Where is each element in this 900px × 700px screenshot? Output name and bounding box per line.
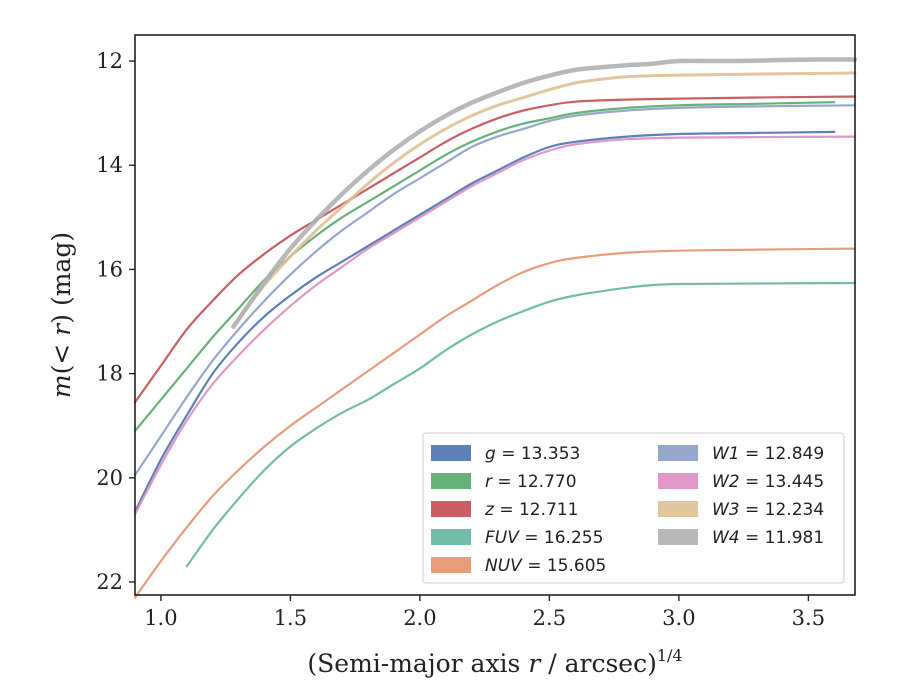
legend-label-w2: W2 = 13.445 <box>712 472 824 492</box>
legend-swatch-w3 <box>658 501 698 517</box>
legend-label-r: r = 12.770 <box>485 472 577 492</box>
series-line-w2 <box>133 135 857 516</box>
y-tick-label: 20 <box>96 466 123 490</box>
x-axis-title: (Semi-major axis r / arcsec)1/4 <box>307 646 682 678</box>
series-line-nuv <box>133 247 857 599</box>
legend-swatch-w4 <box>658 529 698 545</box>
y-tick-label: 16 <box>96 257 123 281</box>
legend-box <box>422 432 845 584</box>
legend-label-z: z = 12.711 <box>484 500 578 520</box>
legend-label-w3: W3 = 12.234 <box>712 500 824 520</box>
series-line-g <box>133 130 836 513</box>
legend-swatch-w2 <box>658 473 698 489</box>
curves-layer <box>133 57 858 599</box>
legend-label-w4: W4 = 11.981 <box>712 528 824 548</box>
legend-label-fuv: FUV = 16.255 <box>485 528 603 548</box>
legend-label-w1: W1 = 12.849 <box>712 444 824 464</box>
y-axis-title: m(< r) (mag) <box>47 232 76 398</box>
legend-label-nuv: NUV = 15.605 <box>485 556 606 576</box>
legend-swatch-r <box>431 473 471 489</box>
y-axis: 12 14 16 18 20 22 <box>96 49 135 594</box>
legend-swatch-fuv <box>431 529 471 545</box>
y-tick-label: 12 <box>96 49 123 73</box>
series-line-w3 <box>237 71 857 321</box>
y-tick-label: 22 <box>96 570 123 594</box>
series-line-r <box>133 101 836 432</box>
legend-swatch-nuv <box>431 557 471 573</box>
x-tick-label: 3.0 <box>662 606 695 630</box>
legend-swatch-g <box>431 445 471 461</box>
x-tick-label: 3.5 <box>792 606 825 630</box>
series-line-z <box>133 95 857 404</box>
legend-swatch-w1 <box>658 445 698 461</box>
series-line-w4 <box>231 57 858 329</box>
x-tick-label: 2.0 <box>403 606 436 630</box>
legend: g = 13.353 r = 12.770 z = 12.711 FUV = 16.2… <box>422 432 845 584</box>
legend-label-g: g = 13.353 <box>485 444 580 464</box>
x-tick-label: 2.5 <box>533 606 566 630</box>
x-axis: 1.0 1.5 2.0 2.5 3.0 3.5 <box>144 595 825 630</box>
legend-swatch-z <box>431 501 471 517</box>
plot-frame <box>134 34 856 596</box>
x-tick-label: 1.5 <box>274 606 307 630</box>
series-line-fuv <box>185 281 857 568</box>
y-tick-label: 18 <box>96 362 123 386</box>
x-tick-label: 1.0 <box>144 606 177 630</box>
series-line-w1 <box>133 104 857 477</box>
y-tick-label: 14 <box>96 153 123 177</box>
